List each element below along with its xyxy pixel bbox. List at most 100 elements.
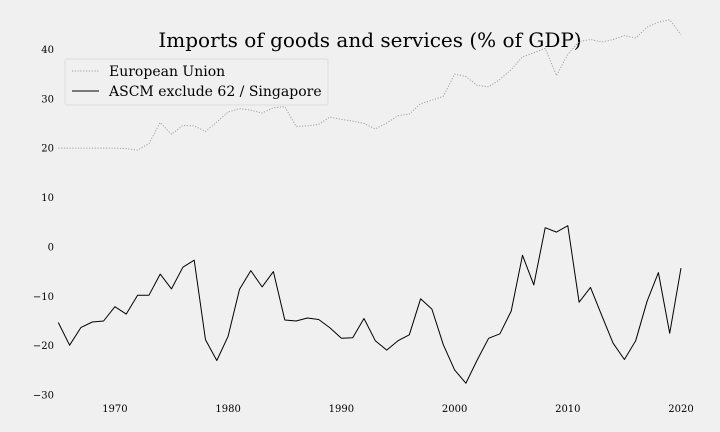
legend: European Union ASCM exclude 62 / Singapo… (64, 58, 329, 106)
data-point-european-union-1975 (169, 132, 174, 137)
data-point-ascm-exclude-62-singapore-1991 (350, 335, 355, 340)
data-point-ascm-exclude-62-singapore-2011 (577, 300, 582, 305)
data-point-european-union-1992 (362, 121, 367, 126)
data-point-european-union-1967 (78, 146, 83, 151)
data-point-ascm-exclude-62-singapore-1970 (112, 304, 117, 309)
data-point-ascm-exclude-62-singapore-2013 (599, 313, 604, 318)
y-tick-label-6: 30 (41, 94, 54, 105)
y-tick-label-0: −30 (33, 391, 54, 402)
x-tick-label-1970: 1970 (102, 404, 127, 415)
data-point-european-union-2009 (554, 73, 559, 78)
data-point-ascm-exclude-62-singapore-2014 (611, 341, 616, 346)
y-tick-label-1: −20 (33, 341, 54, 352)
data-point-european-union-1989 (328, 115, 333, 120)
data-point-european-union-2008 (543, 46, 548, 51)
data-point-european-union-2012 (588, 37, 593, 42)
data-point-ascm-exclude-62-singapore-2008 (543, 225, 548, 230)
data-point-european-union-2005 (509, 67, 514, 72)
chart-title: Imports of goods and services (% of GDP) (158, 28, 581, 52)
data-point-european-union-1982 (248, 108, 253, 113)
data-point-ascm-exclude-62-singapore-1967 (78, 325, 83, 330)
legend-label-singapore: ASCM exclude 62 / Singapore (108, 84, 322, 100)
y-axis-ticks: −30 −20 −10 0 10 20 30 40 (33, 45, 54, 402)
data-point-ascm-exclude-62-singapore-2004 (497, 331, 502, 336)
x-tick-label-2010: 2010 (555, 404, 580, 415)
data-point-european-union-2003 (486, 84, 491, 89)
series-line-ascm-exclude-62-singapore (57, 225, 682, 384)
data-point-european-union-1969 (101, 146, 106, 151)
data-point-european-union-1972 (135, 148, 140, 153)
data-point-ascm-exclude-62-singapore-2001 (463, 381, 468, 386)
x-tick-label-2020: 2020 (668, 404, 693, 415)
data-point-ascm-exclude-62-singapore-1976 (180, 265, 185, 270)
data-point-ascm-exclude-62-singapore-1984 (271, 269, 276, 274)
data-point-ascm-exclude-62-singapore-2007 (531, 282, 536, 287)
data-point-ascm-exclude-62-singapore-2000 (452, 367, 457, 372)
legend-label-european-union: European Union (109, 64, 225, 80)
data-point-ascm-exclude-62-singapore-1978 (203, 337, 208, 342)
data-point-european-union-2018 (656, 20, 661, 25)
data-point-ascm-exclude-62-singapore-2002 (475, 358, 480, 363)
data-point-european-union-2000 (452, 72, 457, 77)
data-point-ascm-exclude-62-singapore-1971 (124, 312, 129, 317)
data-point-ascm-exclude-62-singapore-1999 (441, 342, 446, 347)
data-point-ascm-exclude-62-singapore-1974 (158, 272, 163, 277)
x-tick-label-1990: 1990 (329, 404, 354, 415)
y-tick-label-5: 20 (41, 144, 54, 155)
data-point-european-union-1979 (214, 119, 219, 124)
data-point-ascm-exclude-62-singapore-2017 (645, 299, 650, 304)
data-point-ascm-exclude-62-singapore-1975 (169, 286, 174, 291)
data-point-ascm-exclude-62-singapore-2016 (633, 338, 638, 343)
data-point-ascm-exclude-62-singapore-1981 (237, 287, 242, 292)
data-point-ascm-exclude-62-singapore-1997 (418, 296, 423, 301)
data-point-european-union-1999 (441, 94, 446, 99)
data-point-ascm-exclude-62-singapore-2003 (486, 336, 491, 341)
data-point-ascm-exclude-62-singapore-1989 (328, 325, 333, 330)
data-point-european-union-1991 (350, 118, 355, 123)
data-point-ascm-exclude-62-singapore-1982 (248, 268, 253, 273)
data-point-ascm-exclude-62-singapore-1972 (135, 293, 140, 298)
y-tick-label-7: 40 (41, 45, 54, 56)
data-point-european-union-1978 (203, 129, 208, 134)
data-point-ascm-exclude-62-singapore-1987 (305, 316, 310, 321)
data-point-ascm-exclude-62-singapore-2020 (679, 266, 684, 271)
data-point-european-union-1996 (407, 112, 412, 117)
data-point-european-union-2004 (497, 77, 502, 82)
data-point-european-union-1970 (112, 146, 117, 151)
data-point-ascm-exclude-62-singapore-1969 (101, 318, 106, 323)
y-tick-label-3: 0 (48, 242, 54, 253)
data-point-european-union-1995 (395, 113, 400, 118)
y-tick-label-2: −10 (33, 292, 54, 303)
data-point-ascm-exclude-62-singapore-2015 (622, 357, 627, 362)
data-point-ascm-exclude-62-singapore-2018 (656, 270, 661, 275)
data-point-european-union-2014 (611, 37, 616, 42)
data-point-european-union-2011 (577, 39, 582, 44)
data-point-ascm-exclude-62-singapore-1985 (282, 318, 287, 323)
data-point-ascm-exclude-62-singapore-1992 (362, 316, 367, 321)
data-point-ascm-exclude-62-singapore-1977 (192, 258, 197, 263)
data-point-european-union-1990 (339, 117, 344, 122)
data-point-ascm-exclude-62-singapore-1979 (214, 358, 219, 363)
data-point-european-union-2017 (645, 25, 650, 30)
data-point-ascm-exclude-62-singapore-1996 (407, 332, 412, 337)
data-point-european-union-2006 (520, 54, 525, 59)
data-point-european-union-2001 (463, 74, 468, 79)
data-point-european-union-2010 (565, 52, 570, 57)
data-point-ascm-exclude-62-singapore-1994 (384, 348, 389, 353)
legend-box (64, 58, 329, 106)
data-point-ascm-exclude-62-singapore-1990 (339, 336, 344, 341)
data-point-ascm-exclude-62-singapore-2006 (520, 253, 525, 258)
data-point-ascm-exclude-62-singapore-2009 (554, 230, 559, 235)
data-point-european-union-1966 (67, 146, 72, 151)
plot-area (56, 19, 684, 386)
data-point-ascm-exclude-62-singapore-1995 (395, 338, 400, 343)
data-point-ascm-exclude-62-singapore-1965 (56, 320, 61, 325)
data-point-ascm-exclude-62-singapore-1980 (226, 334, 231, 339)
data-point-ascm-exclude-62-singapore-2019 (667, 331, 672, 336)
data-point-ascm-exclude-62-singapore-1998 (429, 307, 434, 312)
data-point-european-union-1974 (158, 120, 163, 125)
data-point-european-union-1997 (418, 101, 423, 106)
data-point-european-union-1973 (146, 141, 151, 146)
data-point-european-union-1977 (192, 123, 197, 128)
